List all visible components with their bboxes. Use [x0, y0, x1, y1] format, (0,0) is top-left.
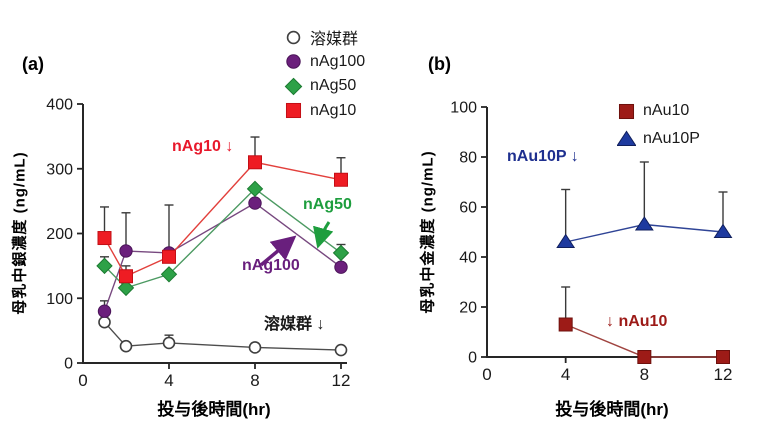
marker-溶媒群: [334, 343, 348, 357]
panel-a-x-axis-title: 投与後時間(hr): [157, 400, 271, 419]
marker-溶媒群: [98, 315, 111, 329]
marker-nAg50: [160, 266, 178, 283]
legend-label: nAg100: [310, 52, 366, 70]
annotation-溶媒群: 溶媒群 ↓: [264, 316, 325, 333]
marker-nAg10: [162, 249, 176, 264]
y-tick-label: 100: [450, 100, 477, 117]
annotation-nAg50: nAg50: [303, 196, 352, 213]
nAu10-marker-icon: [618, 103, 635, 119]
legend-item-nAg10: nAg10: [284, 99, 365, 124]
nAu10P-marker-icon: [617, 129, 636, 146]
nAg100-marker-icon: [286, 54, 301, 69]
nAu10-marker-icon: [618, 103, 635, 119]
panel-a-label: (a): [22, 54, 44, 74]
legend-item-nAu10: nAu10: [617, 97, 700, 125]
marker-nAg50: [246, 180, 264, 198]
panel-b-y-axis-title: 母乳中金濃度 (ng/mL): [419, 150, 437, 314]
legend-item-nAu10P: nAu10P: [617, 125, 700, 153]
nAg50-marker-icon: [284, 77, 303, 96]
annotation-nAu10P: nAu10P ↓: [507, 148, 579, 165]
legend-label: 溶媒群: [310, 31, 359, 49]
panel-a: 0 100 200 300 400 0 4 8 12: [46, 97, 350, 391]
marker-nAg10: [119, 269, 133, 284]
nAg10-marker-icon: [285, 103, 302, 119]
annotation-nAg10: nAg10 ↓: [172, 138, 234, 155]
marker-nAg100: [248, 196, 262, 210]
marker-nAu10P: [556, 233, 576, 248]
marker-nAg100: [334, 260, 348, 274]
x-tick-label: 0: [78, 371, 87, 390]
x-tick-label: 0: [482, 365, 491, 384]
marker-nAu10: [558, 317, 573, 332]
series-line-nAg10: [103, 161, 342, 278]
legend-label: nAu10: [643, 102, 690, 119]
marker-nAg50: [117, 279, 135, 297]
y-tick-label: 20: [459, 300, 477, 317]
series-溶媒群: [98, 315, 348, 357]
marker-nAu10: [637, 350, 652, 364]
panel-a-y-axis-title: 母乳中銀濃度 (ng/mL): [11, 151, 29, 315]
nAu10P-marker-icon: [617, 129, 636, 146]
x-tick-label: 12: [332, 371, 351, 390]
nAg50-marker-icon: [284, 77, 303, 96]
x-tick-label: 8: [250, 371, 259, 390]
annotation-nAg100: nAg100: [242, 257, 300, 274]
annotation-arrow-icon: [313, 221, 334, 249]
marker-nAg100: [119, 244, 133, 258]
y-tick-label: 60: [459, 200, 477, 217]
marker-nAg10: [248, 155, 262, 170]
panel-b-x-axis-title: 投与後時間(hr): [555, 400, 669, 419]
x-tick-label: 4: [561, 365, 570, 384]
marker-nAg10: [97, 231, 112, 246]
y-tick-label: 40: [459, 250, 477, 267]
series-nAg10: [97, 136, 348, 284]
legend-label: nAg50: [310, 77, 357, 95]
series-line-nAg100: [103, 202, 342, 312]
x-tick-label: 12: [714, 365, 733, 384]
marker-nAg50: [332, 244, 350, 262]
marker-nAu10: [716, 350, 730, 364]
legend-item-溶媒群: 溶媒群: [284, 25, 365, 50]
marker-nAg100: [97, 304, 112, 318]
panel-b-label: (b): [428, 54, 451, 74]
legend-item-nAg50: nAg50: [284, 74, 365, 99]
y-tick-label: 400: [46, 97, 73, 114]
legend-label: nAu10P: [643, 130, 700, 147]
panel-b-legend: nAu10 nAu10P: [617, 97, 700, 153]
y-tick-label: 200: [46, 226, 73, 243]
panel-a-legend: 溶媒群 nAg100 nAg50 nAg10: [284, 25, 365, 123]
marker-溶媒群: [248, 341, 262, 354]
x-tick-label: 8: [640, 365, 649, 384]
x-tick-label: 4: [164, 371, 173, 390]
y-tick-label: 80: [459, 150, 477, 167]
nAg10-marker-icon: [285, 103, 302, 119]
y-tick-label: 0: [64, 356, 73, 373]
annotation-arrow-icon: [259, 235, 297, 267]
marker-nAg10: [334, 172, 348, 187]
marker-溶媒群: [162, 336, 176, 350]
溶媒群-marker-icon: [286, 30, 301, 44]
panel-b: 0 20 40 60 80 100 0 4 8 12: [450, 100, 732, 385]
legend-item-nAg100: nAg100: [284, 50, 365, 75]
marker-溶媒群: [119, 339, 133, 353]
series-nAg50: [96, 180, 350, 297]
y-tick-label: 100: [46, 291, 73, 308]
marker-nAu10P: [713, 223, 733, 238]
y-tick-label: 0: [468, 350, 477, 367]
marker-nAg50: [96, 257, 113, 275]
legend-label: nAg10: [310, 101, 357, 119]
marker-nAu10P: [634, 216, 654, 231]
series-nAg100: [97, 196, 348, 318]
series-nAu10P: [556, 161, 733, 248]
y-tick-label: 300: [46, 161, 73, 178]
series-nAu10: [558, 286, 730, 364]
溶媒群-marker-icon: [286, 30, 301, 44]
annotation-nAu10: ↓ nAu10: [606, 313, 668, 330]
nAg100-marker-icon: [286, 54, 301, 69]
